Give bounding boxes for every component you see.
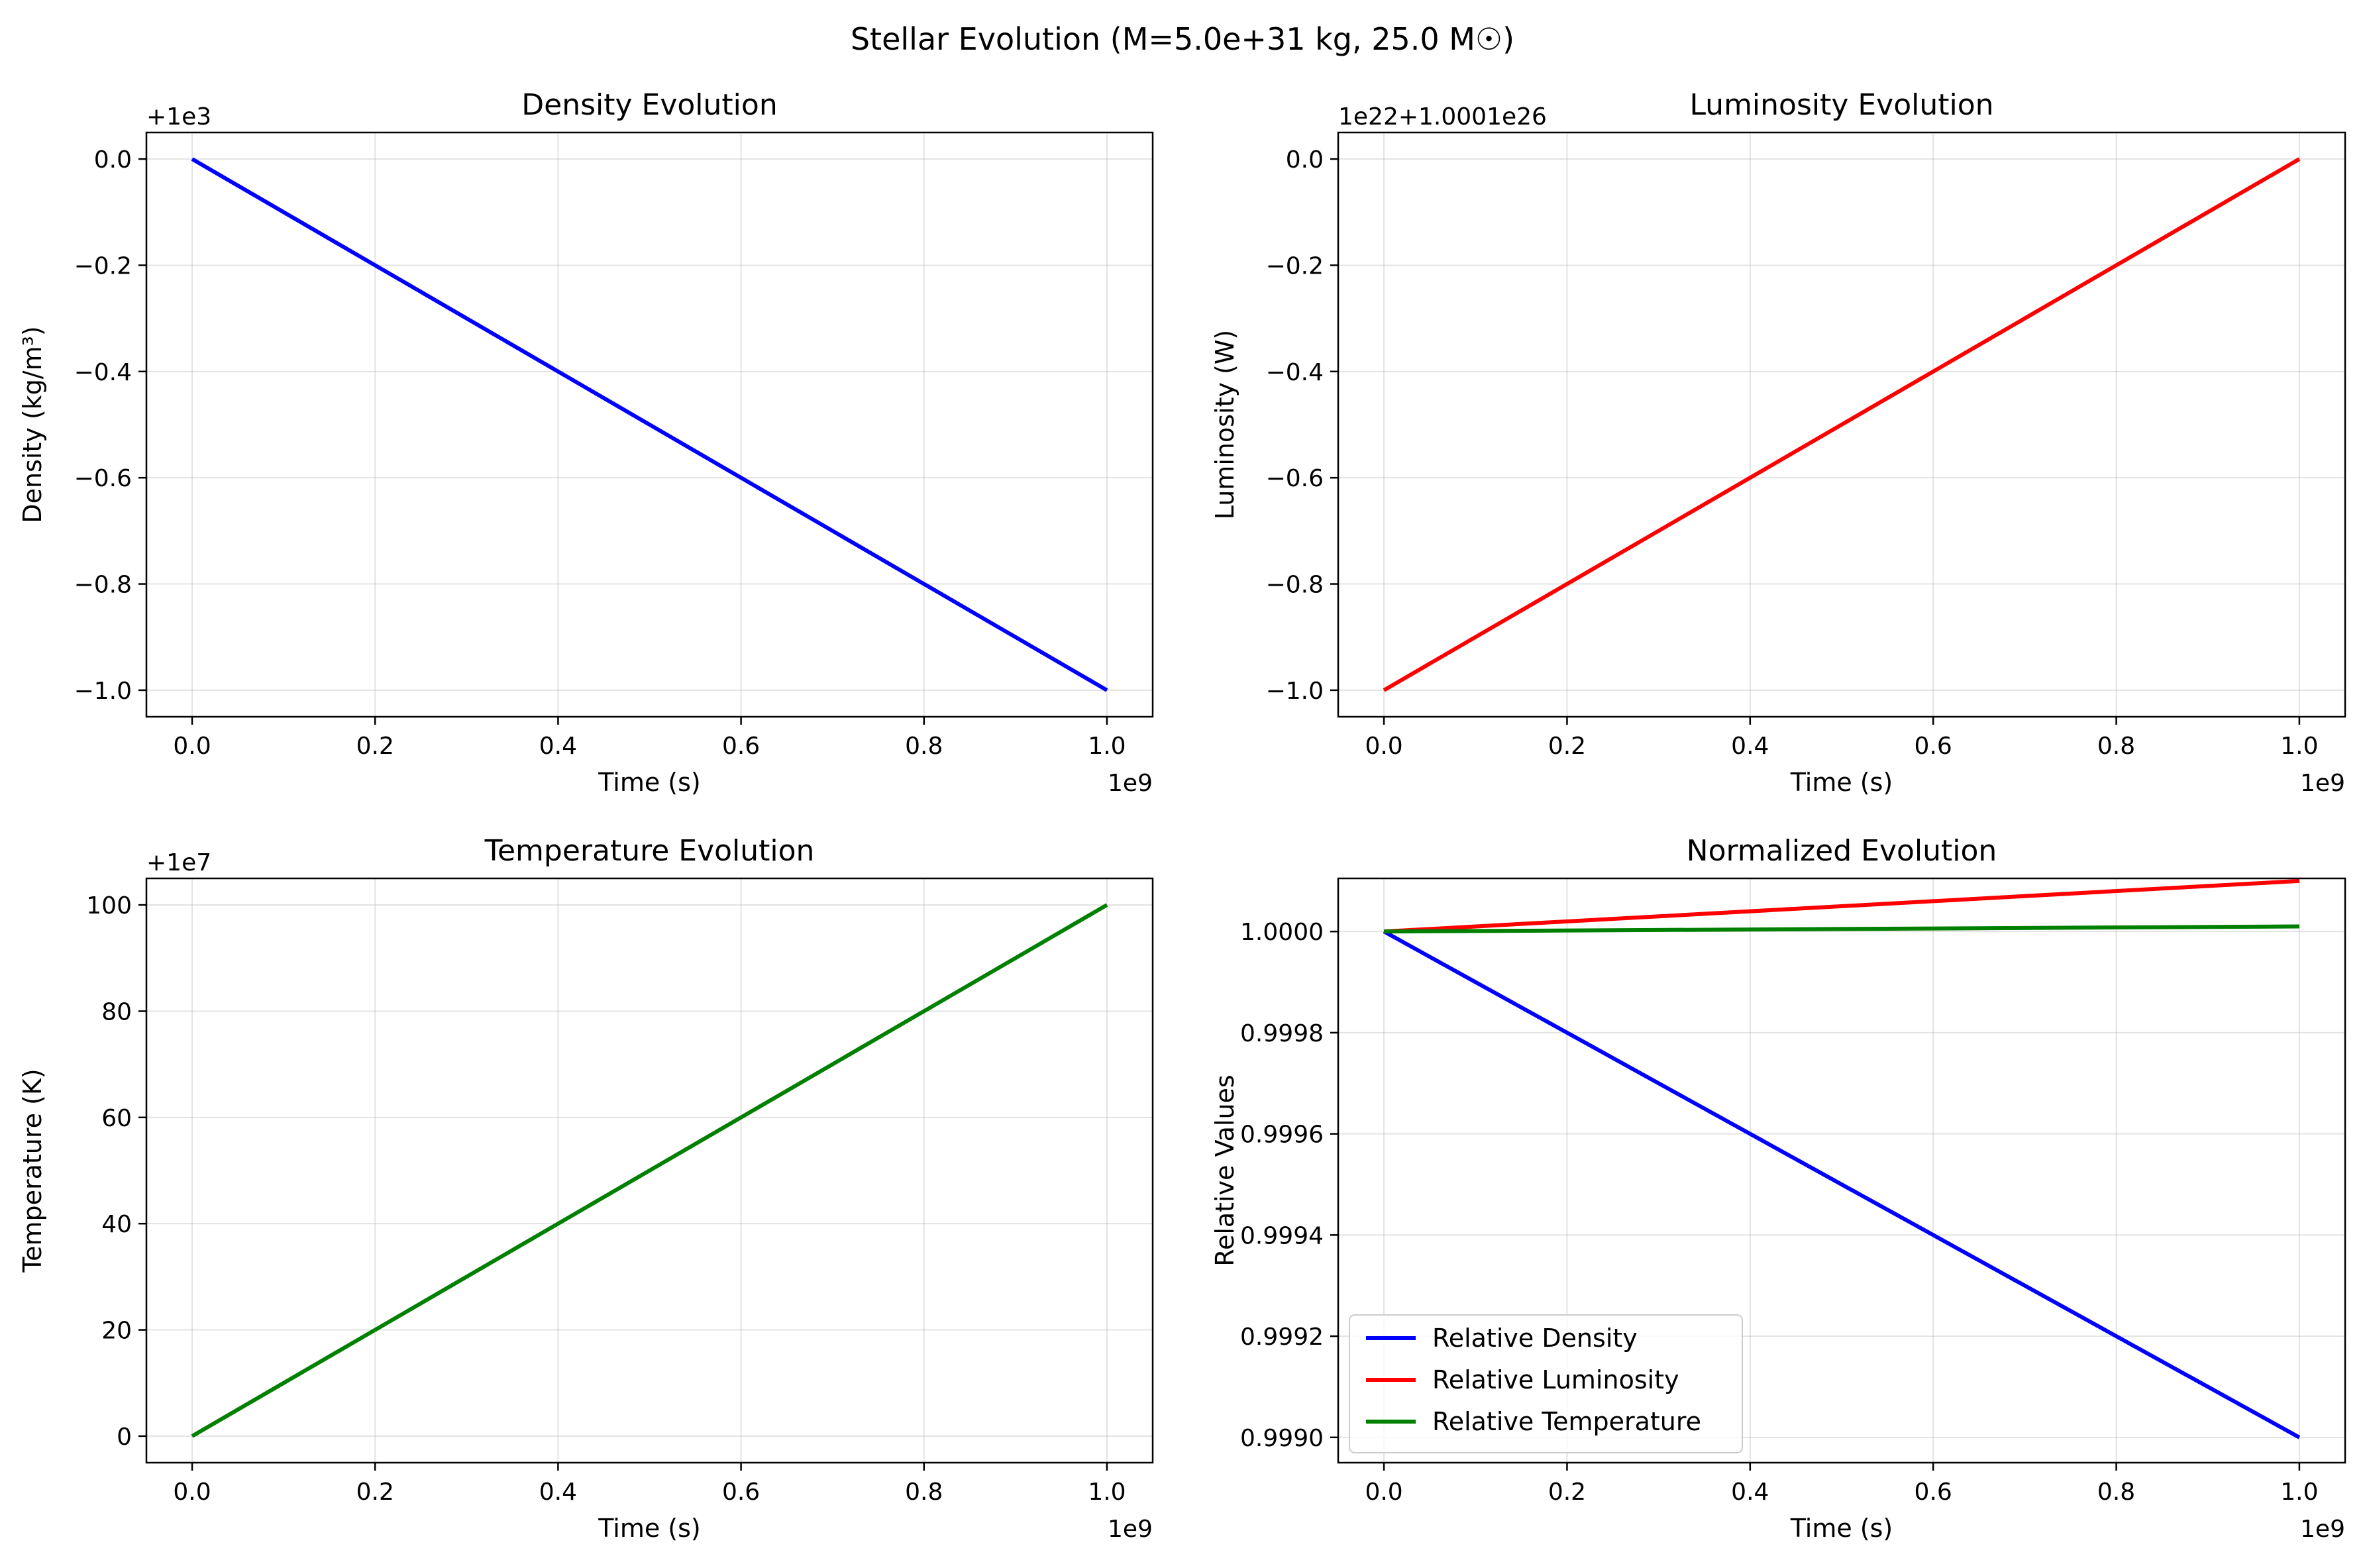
y-offset-label: +1e7 (146, 849, 211, 876)
y-tick-label: 0.0 (1286, 146, 1324, 174)
x-tick-label: 0.8 (905, 1479, 943, 1506)
x-tick-label: 0.0 (1365, 733, 1402, 760)
y-offset-label: 1e22+1.0001e26 (1338, 103, 1547, 131)
y-tick-label: 0.9992 (1240, 1324, 1324, 1351)
y-tick-label: 80 (101, 998, 132, 1025)
x-tick-label: 0.2 (356, 733, 394, 760)
y-axis-label: Temperature (K) (18, 1069, 47, 1273)
axes-frame (1337, 877, 2346, 1464)
y-tick-label: 0.9994 (1240, 1222, 1324, 1249)
y-tick-label: 60 (101, 1105, 132, 1132)
x-tick-label: 0.8 (2097, 1479, 2135, 1506)
y-tick-label: −0.6 (74, 465, 132, 492)
x-tick-label: 0.8 (905, 733, 943, 760)
x-axis-label: Time (s) (598, 1514, 701, 1543)
x-tick-label: 0.6 (722, 1479, 760, 1506)
x-tick-label: 0.2 (1548, 733, 1586, 760)
subplot-2: 0.0 0.2 0.4 0.6 0.8 1.0 0.0 −0.2 −0.4 −0.6 −0.8 −1.… (1210, 88, 2346, 797)
x-tick-label: 1.0 (2280, 1479, 2318, 1506)
x-tick-label: 0.8 (2097, 733, 2135, 760)
series-line-3 (1384, 924, 2299, 934)
x-tick-label: 0.0 (173, 1479, 211, 1506)
x-tick-label: 0.6 (1915, 733, 1952, 760)
series-line-1 (1383, 157, 2301, 692)
gridlines (1338, 132, 2345, 717)
series-line-2 (1383, 878, 2300, 934)
x-offset-label: 1e9 (2300, 1516, 2345, 1543)
y-tick-label: 0 (117, 1424, 132, 1451)
x-offset-label: 1e9 (1108, 770, 1153, 797)
subplot-3: 0.0 0.2 0.4 0.6 0.8 1.0 0 20 40 60 80 100 Temperatur… (18, 834, 1154, 1543)
y-tick-label: −0.2 (1266, 252, 1324, 280)
y-tick-label: −0.4 (74, 359, 132, 386)
series-line-1 (191, 903, 1108, 1438)
legend-label: Relative Temperature (1432, 1407, 1701, 1436)
x-tick-label: 0.0 (1365, 1479, 1402, 1506)
x-tick-label: 0.2 (356, 1479, 394, 1506)
x-tick-label: 1.0 (1088, 1479, 1126, 1506)
y-tick-label: −0.8 (74, 572, 132, 599)
legend: Relative Density Relative Luminosity Relat… (1349, 1314, 1743, 1453)
x-tick-label: 0.0 (173, 733, 211, 760)
y-tick-label: 100 (86, 892, 132, 919)
y-axis-label: Density (kg/m³) (18, 326, 47, 523)
x-tick-label: 1.0 (2280, 733, 2318, 760)
subplot-title: Normalized Evolution (1687, 834, 1997, 868)
axes-frame (145, 131, 1154, 718)
y-tick-label: 40 (101, 1211, 132, 1238)
y-tick-label: 0.9998 (1240, 1020, 1324, 1047)
legend-label: Relative Density (1432, 1324, 1638, 1353)
y-offset-label: +1e3 (146, 103, 211, 131)
y-axis-label: Luminosity (W) (1210, 330, 1239, 520)
subplot-title: Temperature Evolution (484, 834, 815, 868)
x-tick-label: 0.2 (1548, 1479, 1586, 1506)
subplot-grid: 0.0 0.2 0.4 0.6 0.8 1.0 0.0 −0.2 −0.4 −0.6 −0.8 −1.… (18, 88, 2346, 1543)
subplot-title: Density Evolution (521, 88, 777, 122)
subplot-title: Luminosity Evolution (1689, 88, 1993, 122)
x-tick-label: 0.6 (722, 733, 760, 760)
x-tick-label: 1.0 (1088, 733, 1126, 760)
subplot-4: 0.0 0.2 0.4 0.6 0.8 1.0 1.0000 0.9998 0.9996 0.99… (1210, 834, 2346, 1543)
x-tick-label: 0.4 (1731, 1479, 1769, 1506)
x-tick-label: 0.6 (1915, 1479, 1952, 1506)
y-tick-label: −0.6 (1266, 465, 1324, 492)
y-tick-label: −0.4 (1266, 359, 1324, 386)
x-axis-label: Time (s) (1790, 1514, 1893, 1543)
y-tick-label: −1.0 (1266, 678, 1324, 705)
y-axis-label: Relative Values (1210, 1074, 1239, 1266)
x-tick-label: 0.4 (539, 733, 577, 760)
x-offset-label: 1e9 (1108, 1516, 1153, 1543)
legend-box (1349, 1314, 1743, 1453)
y-tick-label: −0.2 (74, 252, 132, 280)
y-tick-label: 0.9990 (1240, 1425, 1324, 1452)
y-tick-label: 0.0 (94, 146, 132, 174)
gridlines (146, 878, 1153, 1463)
series-line-1 (1383, 929, 2301, 1439)
axes-frame (1337, 131, 2346, 718)
x-axis-label: Time (s) (1790, 768, 1893, 797)
y-tick-label: 1.0000 (1240, 919, 1324, 946)
y-tick-label: 20 (101, 1318, 132, 1345)
y-tick-label: −0.8 (1266, 572, 1324, 599)
y-tick-label: −1.0 (74, 678, 132, 705)
x-tick-label: 0.4 (1731, 733, 1769, 760)
x-axis-label: Time (s) (598, 768, 701, 797)
gridlines (146, 132, 1153, 717)
axes-frame (145, 877, 1154, 1464)
legend-label: Relative Luminosity (1432, 1365, 1679, 1394)
series-line-1 (191, 157, 1108, 692)
y-tick-label: 0.9996 (1240, 1122, 1324, 1149)
figure-title: Stellar Evolution (M=5.0e+31 kg, 25.0 M☉… (851, 21, 1514, 57)
subplot-1: 0.0 0.2 0.4 0.6 0.8 1.0 0.0 −0.2 −0.4 −0.6 −0.8 −1.… (18, 88, 1154, 797)
x-offset-label: 1e9 (2300, 770, 2345, 797)
x-tick-label: 0.4 (539, 1479, 577, 1506)
